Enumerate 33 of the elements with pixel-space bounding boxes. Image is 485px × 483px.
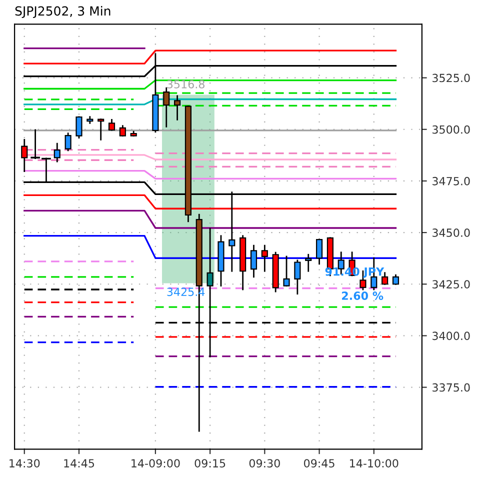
candlestick: [174, 95, 181, 120]
y-tick-label: 3450.0: [432, 228, 470, 237]
candlestick: [392, 274, 400, 285]
candlestick: [305, 254, 312, 272]
x-tick-label: 14:45: [64, 459, 94, 468]
y-tick-label: 3425.0: [432, 280, 470, 289]
annotation: 2.60 %: [342, 292, 384, 300]
x-tick-label: 14-09:00: [132, 459, 180, 468]
x-tick-label: 09:30: [249, 459, 280, 468]
chart-title: SJPJ2502, 3 Min: [15, 6, 110, 18]
candlestick: [163, 87, 170, 128]
x-tick-label: 14-10:00: [350, 459, 398, 468]
x-tick-label: 09:15: [194, 459, 226, 468]
candlestick: [119, 125, 126, 136]
y-tick-label: 3525.0: [432, 74, 470, 82]
candlestick: [54, 142, 60, 162]
candlestick: [64, 132, 72, 152]
candlestick: [283, 256, 290, 286]
candlestick: [261, 244, 268, 272]
candlestick: [294, 260, 301, 295]
x-tick-label: 14:30: [10, 459, 40, 468]
y-tick-label: 3500.0: [432, 125, 470, 134]
y-tick-label: 3475.0: [432, 176, 470, 186]
annotation: 3516.8: [167, 80, 204, 88]
candlestick: [250, 244, 258, 278]
candlestick: [316, 238, 323, 265]
y-tick-label: 3400.0: [432, 332, 470, 340]
candlestick: [108, 118, 116, 131]
candlestick: [98, 118, 104, 140]
y-tick-label: 3375.0: [432, 383, 470, 392]
candlestick: [21, 139, 28, 172]
candlestick: [76, 116, 82, 139]
x-tick-label: 09:45: [304, 459, 334, 468]
